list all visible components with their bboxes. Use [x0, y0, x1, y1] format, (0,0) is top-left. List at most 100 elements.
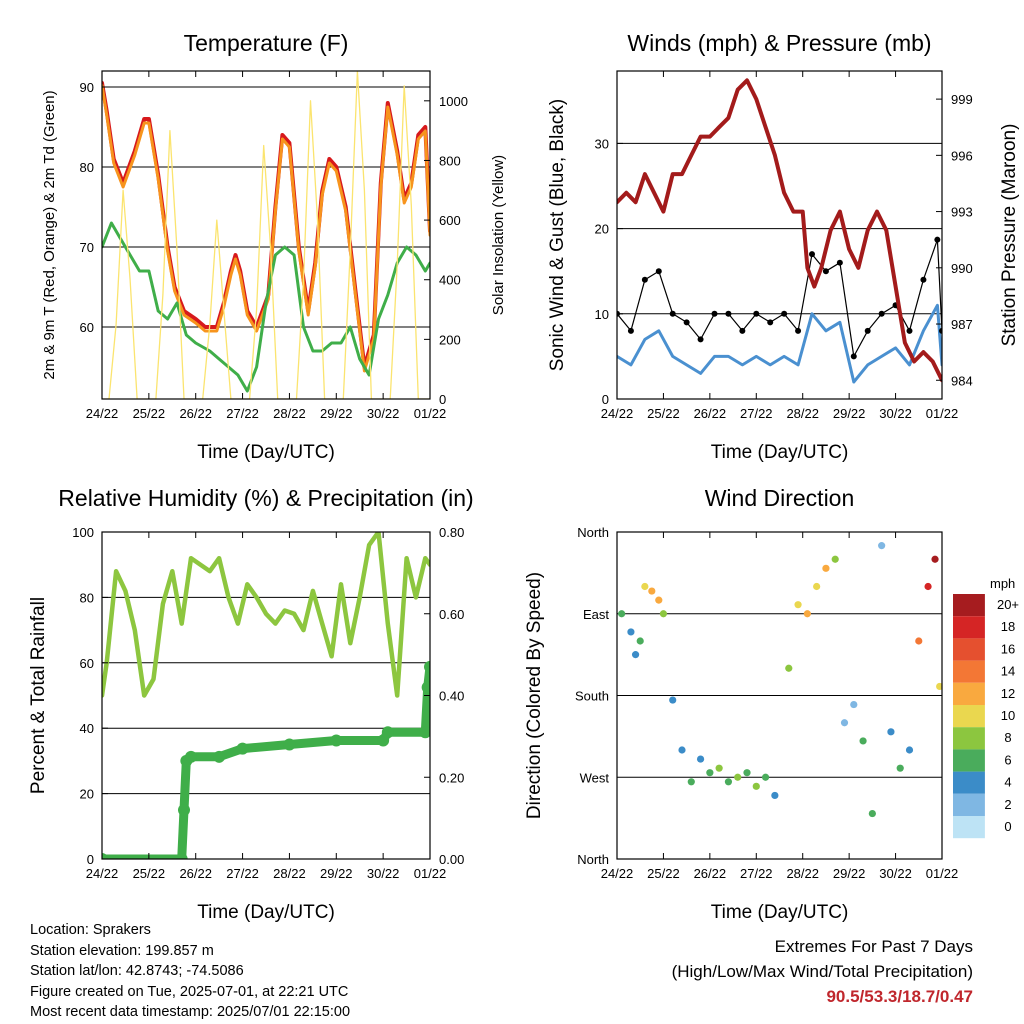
x-tick-label: 27/22 [740, 866, 773, 881]
colorbar-title: mph [990, 576, 1015, 591]
direction-point [803, 610, 811, 618]
y-axis-label: Percent & Total Rainfall [28, 597, 49, 794]
direction-point [924, 582, 932, 591]
series-solar-insolation [102, 71, 430, 399]
rainfall-point [381, 726, 394, 739]
colorbar-swatch [953, 660, 985, 683]
plot-area [102, 532, 430, 859]
x-tick-label: 25/22 [647, 866, 680, 881]
colorbar-swatch [953, 816, 985, 839]
direction-point [868, 809, 876, 818]
direction-point [724, 778, 733, 786]
gust-point [864, 327, 871, 334]
direction-point [936, 682, 942, 691]
direction-point [659, 610, 668, 618]
y-tick-label-right: 999 [951, 92, 973, 107]
plot-frame [101, 70, 431, 400]
colorbar-swatch [953, 682, 985, 705]
series-relative-humidity [102, 532, 430, 698]
x-tick-label: 01/22 [926, 866, 959, 881]
y-tick-label: 20 [595, 222, 609, 237]
gust-point [795, 327, 802, 334]
x-tick-label: 30/22 [879, 866, 912, 881]
x-tick-label: 01/22 [414, 866, 447, 881]
panel-4: Wind Direction Time (Day/UTC) Direction (C… [524, 485, 1019, 923]
colorbar-label: 6 [1004, 752, 1011, 767]
rainfall-point [419, 726, 430, 739]
extremes-title: Extremes For Past 7 Days [774, 937, 973, 956]
y-tick-label-right: 0.00 [439, 852, 464, 867]
direction-point [905, 746, 914, 754]
series-2m-td [102, 221, 430, 393]
rainfall-point [330, 734, 343, 747]
y-axis-label: 2m & 9m T (Red, Orange) & 2m Td (Green) [41, 90, 58, 379]
direction-point [627, 628, 635, 636]
rainfall-point [421, 681, 430, 694]
gust-point [725, 310, 732, 317]
y-tick-label: 0 [602, 392, 609, 407]
direction-point [687, 778, 695, 786]
y-tick-label-right: 996 [951, 148, 973, 163]
panel-2: Winds (mph) & Pressure (mb) Time (Day/UTC… [547, 30, 1020, 463]
x-tick-label: 27/22 [226, 406, 259, 421]
x-axis-label: Time (Day/UTC) [711, 442, 849, 463]
direction-point [706, 769, 714, 777]
x-tick-label: 29/22 [320, 866, 353, 881]
direction-point [715, 764, 723, 772]
y-tick-label-right: 0.60 [439, 607, 464, 622]
direction-point [813, 582, 821, 591]
direction-point [878, 542, 886, 550]
y-axis-label-right: Solar Insolation (Yellow) [490, 155, 507, 315]
gust-point [739, 327, 746, 334]
station-location: Location: Sprakers [30, 922, 151, 938]
y-axis-label: Direction (Colored By Speed) [524, 572, 545, 819]
plot-area [617, 78, 942, 384]
y-tick-label-right: 1000 [439, 94, 468, 109]
gust-point [669, 310, 676, 317]
x-tick-label: 30/22 [367, 866, 400, 881]
y-tick-label: East [583, 607, 609, 622]
gust-point [836, 259, 843, 266]
direction-point [822, 564, 830, 572]
y-tick-label: 20 [80, 787, 94, 802]
series-wind [617, 303, 942, 384]
y-tick-label: West [580, 770, 610, 785]
x-tick-label: 24/22 [86, 866, 119, 881]
colorbar: mph 20+ 18 16 14 12 10 8 6 4 2 0 [953, 576, 1019, 839]
plot-area [618, 542, 942, 818]
colorbar-label: 20+ [997, 597, 1019, 612]
x-tick-label: 01/22 [926, 406, 959, 421]
y-tick-label: 60 [80, 320, 94, 335]
y-tick-label-right: 800 [439, 153, 461, 168]
recent-timestamp: Most recent data timestamp: 2025/07/01 2… [30, 1004, 351, 1020]
rainfall-point [178, 803, 190, 816]
direction-point [618, 610, 626, 618]
y-tick-label: 30 [595, 136, 609, 151]
x-tick-label: 25/22 [647, 406, 680, 421]
gust-point [655, 268, 662, 275]
x-tick-label: 26/22 [694, 406, 727, 421]
y-tick-label-right: 984 [951, 373, 973, 388]
panel-3: Relative Humidity (%) & Precipitation (i… [28, 485, 474, 923]
y-tick-label-right: 0.40 [439, 689, 464, 704]
x-axis-label: Time (Day/UTC) [711, 902, 849, 923]
y-tick-label: 0 [87, 852, 94, 867]
rainfall-point [424, 660, 430, 673]
direction-point [896, 764, 904, 772]
x-tick-label: 29/22 [833, 866, 866, 881]
gust-point [809, 251, 815, 258]
station-info: Location: Sprakers Station elevation: 19… [30, 920, 350, 1023]
x-tick-label: 30/22 [367, 406, 400, 421]
direction-point [678, 746, 686, 754]
gust-point [939, 327, 942, 334]
colorbar-label: 14 [1001, 664, 1015, 679]
plot-area [102, 71, 430, 399]
panel-title: Relative Humidity (%) & Precipitation (i… [58, 485, 473, 511]
direction-point [831, 555, 839, 563]
gust-point [697, 336, 704, 343]
colorbar-label: 2 [1004, 797, 1011, 812]
direction-point [859, 737, 867, 745]
rainfall-point [185, 750, 198, 763]
x-tick-label: 29/22 [833, 406, 866, 421]
direction-point [641, 582, 649, 591]
